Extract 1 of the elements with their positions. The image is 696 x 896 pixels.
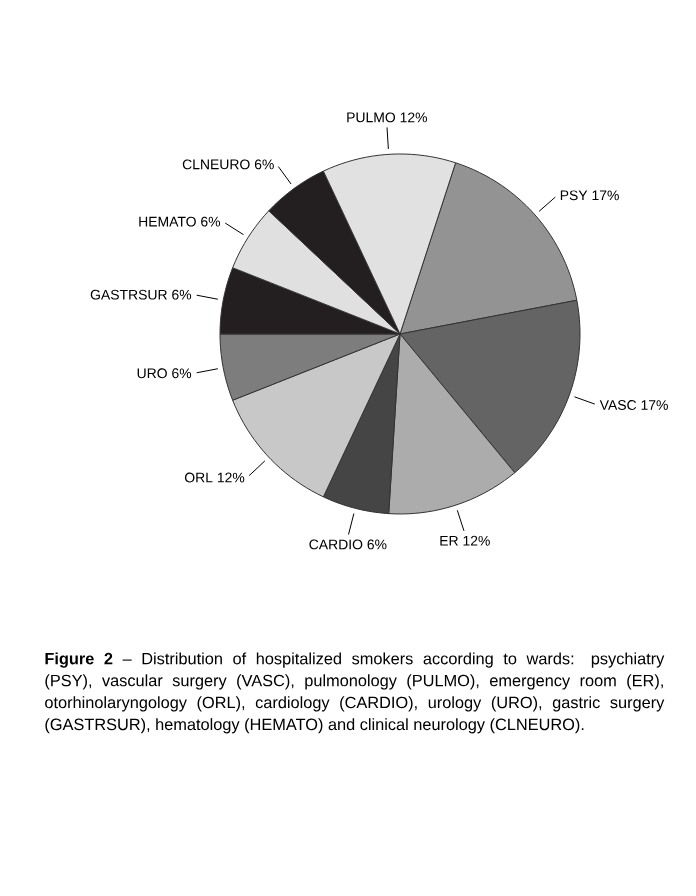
text: Figure 2 – Distribution of hospitalized smokers according to wards: psychiatry (PSY), vascular surgery (VASC), pulmonology (PULMO), emergency room (ER), otorhinolaryngology (ORL), cardiology (CARDIO), urology (URO), gastric surgery (GASTRSUR), hematology (HEMATO) and clinical neurology (CLNEURO).	[45, 652, 665, 734]
